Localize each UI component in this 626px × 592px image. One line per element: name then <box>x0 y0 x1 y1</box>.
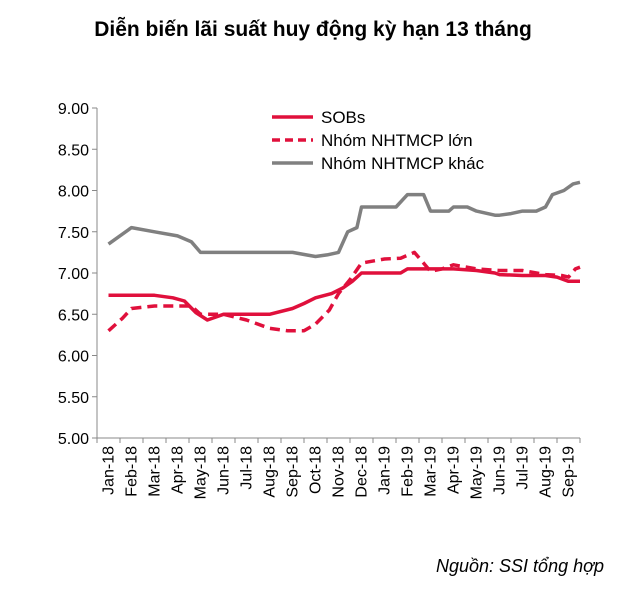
y-tick-label: 7.50 <box>58 225 89 242</box>
x-tick-label: Jun-19 <box>492 446 509 495</box>
y-tick-label: 8.00 <box>58 184 89 201</box>
y-tick-label: 9.00 <box>58 101 89 118</box>
y-tick-label: 7.00 <box>58 266 89 283</box>
x-tick-label: Feb-19 <box>400 446 417 497</box>
y-tick-label: 6.50 <box>58 307 89 324</box>
chart-series <box>107 180 581 333</box>
x-tick-label: May-19 <box>469 446 486 499</box>
x-tick-label: Jul-19 <box>515 446 532 490</box>
series-line-2 <box>107 180 581 259</box>
series-line-0 <box>108 267 580 322</box>
y-tick-label: 6.00 <box>58 349 89 366</box>
chart-axes: 5.00 5.50 6.00 6.50 7.00 7.50 8.00 8.50 9.00 Jan-… <box>58 101 581 499</box>
x-tick-label: Apr-18 <box>170 446 187 494</box>
series-line-1 <box>107 250 581 333</box>
legend-label-0: SOBs <box>321 108 365 127</box>
x-tick-label: Feb-18 <box>124 446 141 497</box>
x-tick-label: Dec-18 <box>354 446 371 498</box>
x-tick-label: Jan-19 <box>377 446 394 495</box>
y-tick-label: 5.00 <box>58 431 89 448</box>
chart-legend: SOBs Nhóm NHTMCP lớn Nhóm NHTMCP khác <box>272 108 485 173</box>
x-tick-label: May-18 <box>193 446 210 499</box>
y-tick-label: 5.50 <box>58 390 89 407</box>
x-tick-label: Oct-18 <box>308 446 325 494</box>
legend-label-2: Nhóm NHTMCP khác <box>321 154 485 173</box>
legend-label-1: Nhóm NHTMCP lớn <box>321 131 473 150</box>
x-tick-label: Sep-18 <box>285 446 302 498</box>
x-tick-label: Aug-19 <box>538 446 555 498</box>
x-tick-label: Jul-18 <box>239 446 256 490</box>
x-tick-label: Aug-18 <box>262 446 279 498</box>
chart-title: Diễn biến lãi suất huy động kỳ hạn 13 th… <box>94 18 532 41</box>
x-tick-label: Jun-18 <box>216 446 233 495</box>
x-tick-label: Mar-18 <box>147 446 164 497</box>
x-tick-label: Jan-18 <box>101 446 118 495</box>
x-tick-label: Sep-19 <box>561 446 578 498</box>
x-tick-label: Nov-18 <box>331 446 348 498</box>
source-note: Nguồn: SSI tổng hợp <box>436 556 604 576</box>
x-tick-label: Mar-19 <box>423 446 440 497</box>
x-tick-label: Apr-19 <box>446 446 463 494</box>
y-tick-label: 8.50 <box>58 142 89 159</box>
